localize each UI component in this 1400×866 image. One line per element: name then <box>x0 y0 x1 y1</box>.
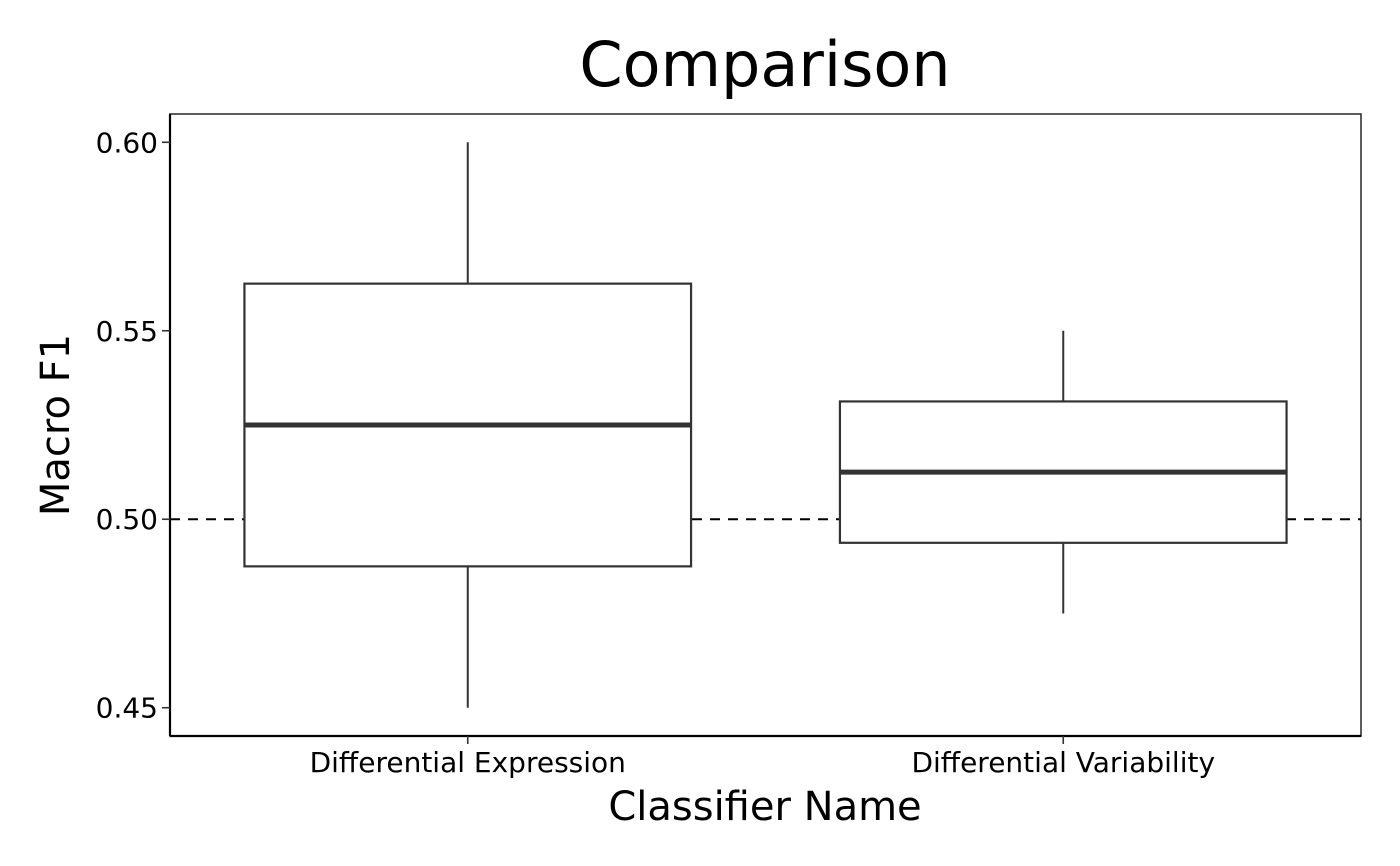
x-tick-label: Differential Expression <box>310 746 626 779</box>
x-axis-label: Classifier Name <box>608 784 921 830</box>
x-axis: Differential Expression Differential Vari… <box>170 734 1361 779</box>
y-axis-label: Macro F1 <box>33 334 79 516</box>
boxes-layer <box>243 142 1288 708</box>
box-group <box>243 142 693 708</box>
y-tick-label: 0.45 <box>96 692 158 725</box>
y-tick-label: 0.50 <box>96 503 158 536</box>
y-axis: 0.45 0.50 0.55 0.60 <box>96 114 172 736</box>
y-tick-label: 0.60 <box>96 126 158 159</box>
box-group <box>838 330 1288 614</box>
x-tick-label: Differential Variability <box>911 746 1215 779</box>
y-tick-label: 0.55 <box>96 315 158 348</box>
chart-title: Comparison <box>579 28 950 101</box>
